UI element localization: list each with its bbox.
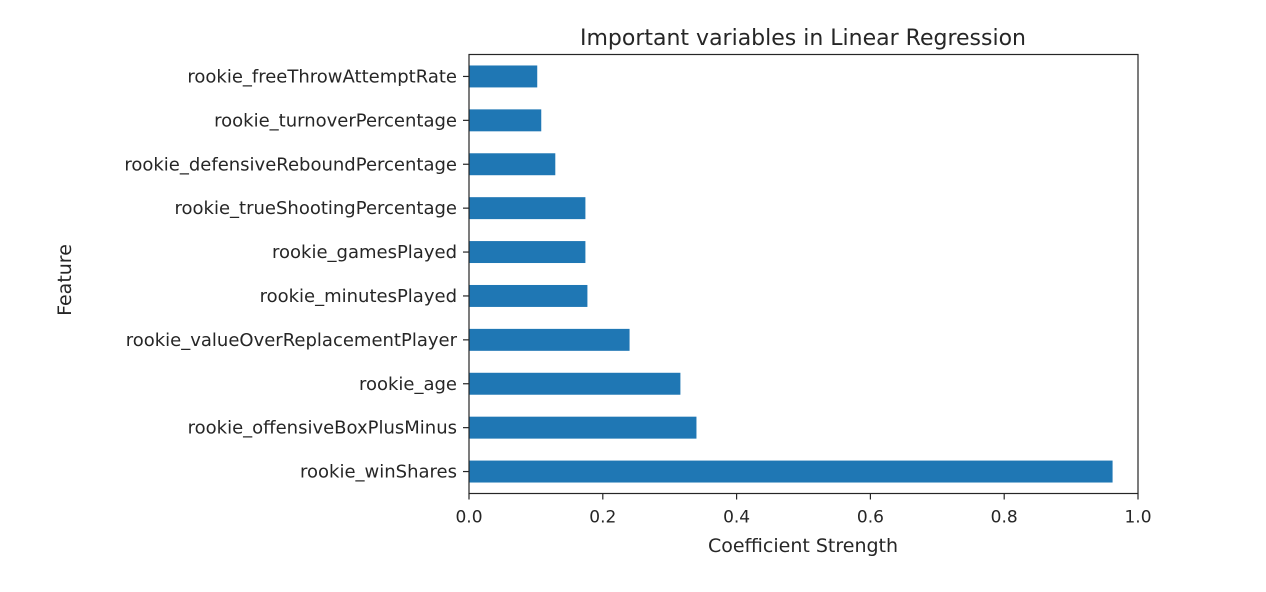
y-tick-label: rookie_age — [359, 374, 457, 395]
y-tick-label: rookie_minutesPlayed — [260, 286, 457, 307]
x-tick-label: 0.6 — [857, 508, 884, 528]
y-tick-label: rookie_defensiveReboundPercentage — [124, 154, 457, 175]
bar — [469, 197, 586, 220]
x-axis-label: Coefficient Strength — [708, 535, 898, 557]
y-tick-label: rookie_winShares — [300, 462, 457, 483]
x-axis-ticks: 0.0 0.2 0.4 0.6 0.8 1.0 — [455, 493, 1152, 528]
y-axis-ticks: rookie_freeThrowAttemptRate rookie_turnov… — [124, 66, 469, 483]
y-tick-label: rookie_offensiveBoxPlusMinus — [188, 418, 457, 439]
bar — [469, 284, 588, 307]
bar — [469, 109, 542, 132]
y-tick-label: rookie_gamesPlayed — [272, 242, 457, 263]
plot-frame — [468, 53, 1139, 495]
y-tick-label: rookie_valueOverReplacementPlayer — [126, 330, 458, 351]
y-axis-label: Feature — [54, 244, 76, 316]
bar — [469, 328, 630, 351]
bar — [469, 416, 697, 439]
bar — [469, 460, 1113, 483]
bar — [469, 372, 681, 395]
y-tick-label: rookie_freeThrowAttemptRate — [187, 66, 457, 87]
bar — [469, 153, 556, 176]
x-tick-label: 0.4 — [723, 508, 750, 528]
bar — [469, 65, 538, 88]
y-tick-label: rookie_trueShootingPercentage — [175, 198, 457, 219]
x-tick-label: 0.0 — [455, 508, 482, 528]
bars-group — [469, 65, 1113, 483]
bar — [469, 241, 586, 264]
x-tick-label: 0.8 — [991, 508, 1018, 528]
chart-title: Important variables in Linear Regression — [580, 26, 1026, 51]
x-tick-label: 1.0 — [1124, 508, 1151, 528]
y-tick-label: rookie_turnoverPercentage — [214, 110, 457, 131]
x-tick-label: 0.2 — [589, 508, 616, 528]
